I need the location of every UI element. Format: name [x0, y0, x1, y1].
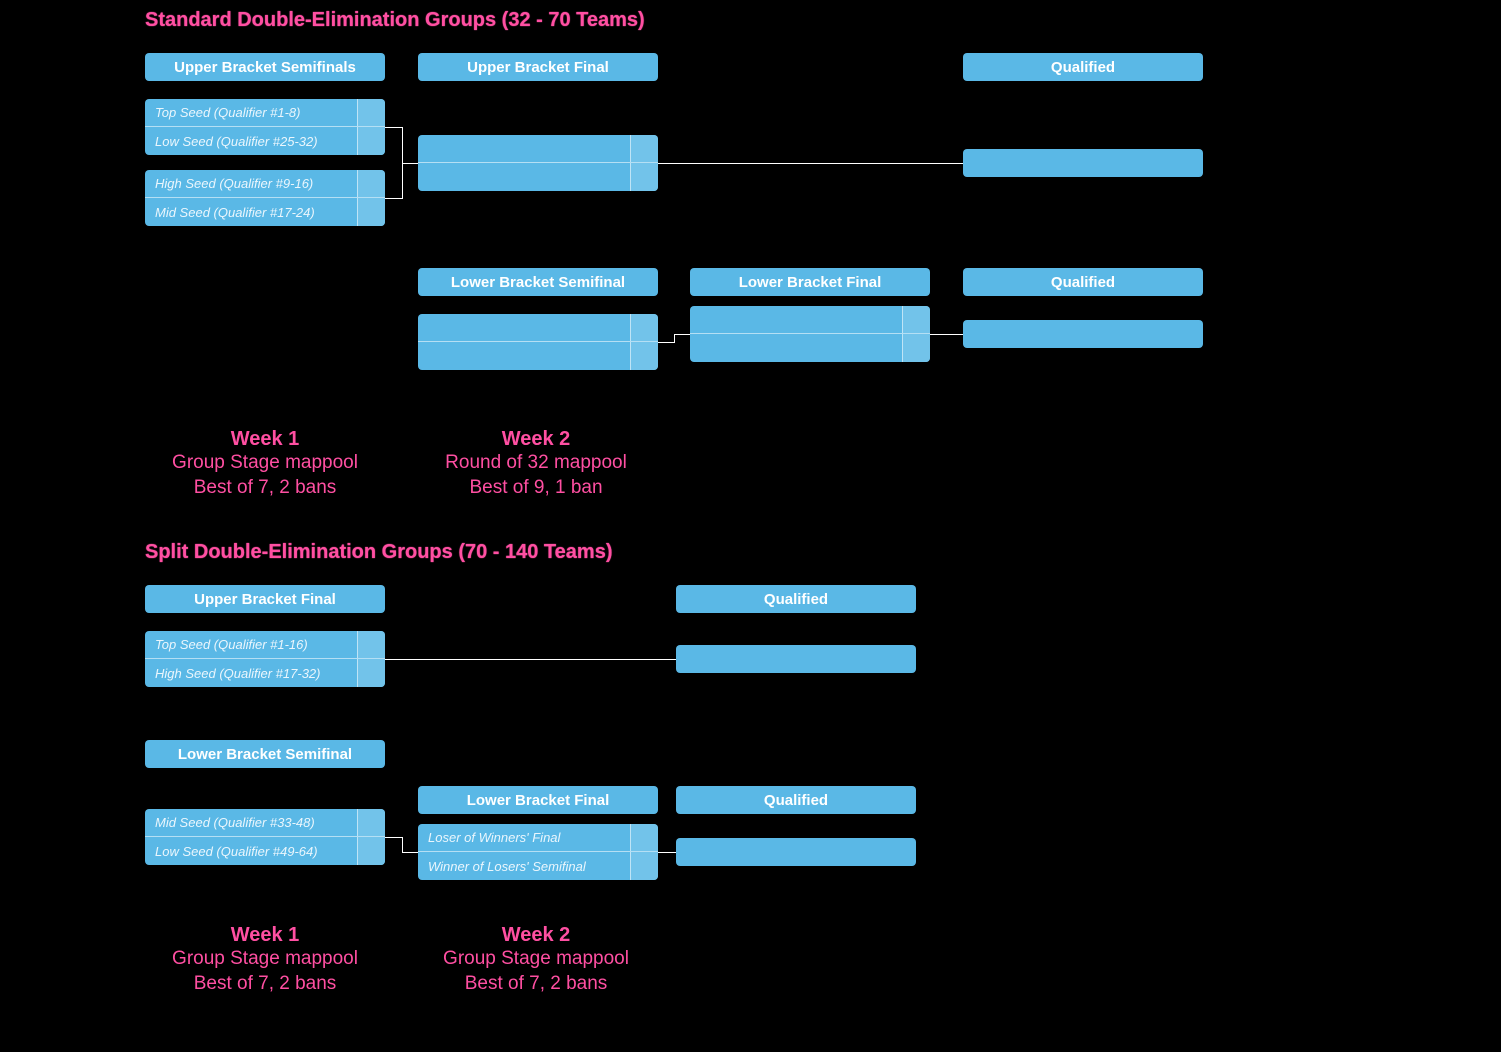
header-ub-final: Upper Bracket Final [418, 53, 658, 81]
connector [385, 198, 402, 199]
score-cell [630, 163, 658, 191]
match-slot: Low Seed (Qualifier #49-64) [145, 837, 385, 865]
match2-lb-final: Loser of Winners' Final Winner of Losers… [418, 824, 658, 880]
match-ub-semi-1: Top Seed (Qualifier #1-8) Low Seed (Qual… [145, 99, 385, 155]
seed-label: Top Seed (Qualifier #1-16) [155, 637, 308, 652]
week-title: Week 1 [165, 924, 365, 947]
match-lb-final [690, 306, 930, 362]
week-sub: Round of 32 mappool [436, 451, 636, 476]
match2-ub-final: Top Seed (Qualifier #1-16) High Seed (Qu… [145, 631, 385, 687]
week-sub: Best of 9, 1 ban [436, 476, 636, 501]
seed-label: Winner of Losers' Semifinal [428, 859, 586, 874]
match-ub-final [418, 135, 658, 191]
section1-title: Standard Double-Elimination Groups (32 -… [145, 9, 645, 32]
connector [674, 334, 690, 335]
score-cell [357, 99, 385, 126]
connector [385, 837, 402, 838]
score-cell [357, 127, 385, 155]
match-slot: Low Seed (Qualifier #25-32) [145, 127, 385, 155]
seed-label: Mid Seed (Qualifier #17-24) [155, 205, 315, 220]
seed-label: Low Seed (Qualifier #25-32) [155, 134, 318, 149]
week-title: Week 2 [436, 924, 636, 947]
score-cell [357, 631, 385, 658]
match-slot [690, 334, 930, 362]
match-slot: Top Seed (Qualifier #1-8) [145, 99, 385, 127]
connector [674, 334, 675, 343]
match-lb-semi [418, 314, 658, 370]
score-cell [357, 659, 385, 687]
section2-title: Split Double-Elimination Groups (70 - 14… [145, 541, 612, 564]
match-slot: Mid Seed (Qualifier #17-24) [145, 198, 385, 226]
score-cell [357, 837, 385, 865]
match-slot: Loser of Winners' Final [418, 824, 658, 852]
week-title: Week 2 [436, 428, 636, 451]
header-qualified-lower: Qualified [963, 268, 1203, 296]
connector [658, 163, 963, 164]
connector [658, 342, 674, 343]
score-cell [357, 198, 385, 226]
week-title: Week 1 [165, 428, 365, 451]
match-slot [690, 306, 930, 334]
match-slot [418, 135, 658, 163]
week-sub: Best of 7, 2 bans [165, 476, 365, 501]
score-cell [630, 314, 658, 341]
connector [402, 837, 403, 853]
week1-label-2: Week 1 Group Stage mappool Best of 7, 2 … [165, 924, 365, 996]
week-sub: Group Stage mappool [165, 451, 365, 476]
week2-label: Week 2 Round of 32 mappool Best of 9, 1 … [436, 428, 636, 500]
match-slot [418, 342, 658, 370]
week1-label: Week 1 Group Stage mappool Best of 7, 2 … [165, 428, 365, 500]
connector [402, 163, 418, 164]
week-sub: Best of 7, 2 bans [436, 972, 636, 997]
match2-lb-semi: Mid Seed (Qualifier #33-48) Low Seed (Qu… [145, 809, 385, 865]
header2-qualified-lower: Qualified [676, 786, 916, 814]
qualified-slot-lower [963, 320, 1203, 348]
header2-lb-semi: Lower Bracket Semifinal [145, 740, 385, 768]
header2-lb-final: Lower Bracket Final [418, 786, 658, 814]
header2-ub-final: Upper Bracket Final [145, 585, 385, 613]
seed-label: Mid Seed (Qualifier #33-48) [155, 815, 315, 830]
header-lb-final: Lower Bracket Final [690, 268, 930, 296]
header-ub-semi: Upper Bracket Semifinals [145, 53, 385, 81]
match-slot: Top Seed (Qualifier #1-16) [145, 631, 385, 659]
week-sub: Group Stage mappool [436, 947, 636, 972]
header-lb-semi: Lower Bracket Semifinal [418, 268, 658, 296]
match-slot: High Seed (Qualifier #9-16) [145, 170, 385, 198]
seed-label: Top Seed (Qualifier #1-8) [155, 105, 301, 120]
match-slot: High Seed (Qualifier #17-32) [145, 659, 385, 687]
seed-label: Low Seed (Qualifier #49-64) [155, 844, 318, 859]
score-cell [630, 342, 658, 370]
connector [402, 852, 418, 853]
match-slot: Winner of Losers' Semifinal [418, 852, 658, 880]
qualified2-slot-upper [676, 645, 916, 673]
header2-qualified-upper: Qualified [676, 585, 916, 613]
score-cell [630, 824, 658, 851]
qualified2-slot-lower [676, 838, 916, 866]
connector [658, 852, 676, 853]
seed-label: High Seed (Qualifier #17-32) [155, 666, 320, 681]
connector [930, 334, 963, 335]
qualified-slot-upper [963, 149, 1203, 177]
week2-label-2: Week 2 Group Stage mappool Best of 7, 2 … [436, 924, 636, 996]
score-cell [630, 852, 658, 880]
score-cell [357, 170, 385, 197]
seed-label: Loser of Winners' Final [428, 830, 560, 845]
score-cell [902, 306, 930, 333]
match-ub-semi-2: High Seed (Qualifier #9-16) Mid Seed (Qu… [145, 170, 385, 226]
score-cell [630, 135, 658, 162]
score-cell [902, 334, 930, 362]
header-qualified-upper: Qualified [963, 53, 1203, 81]
week-sub: Best of 7, 2 bans [165, 972, 365, 997]
match-slot [418, 314, 658, 342]
week-sub: Group Stage mappool [165, 947, 365, 972]
connector [385, 659, 676, 660]
match-slot: Mid Seed (Qualifier #33-48) [145, 809, 385, 837]
connector [385, 127, 402, 128]
seed-label: High Seed (Qualifier #9-16) [155, 176, 313, 191]
match-slot [418, 163, 658, 191]
score-cell [357, 809, 385, 836]
